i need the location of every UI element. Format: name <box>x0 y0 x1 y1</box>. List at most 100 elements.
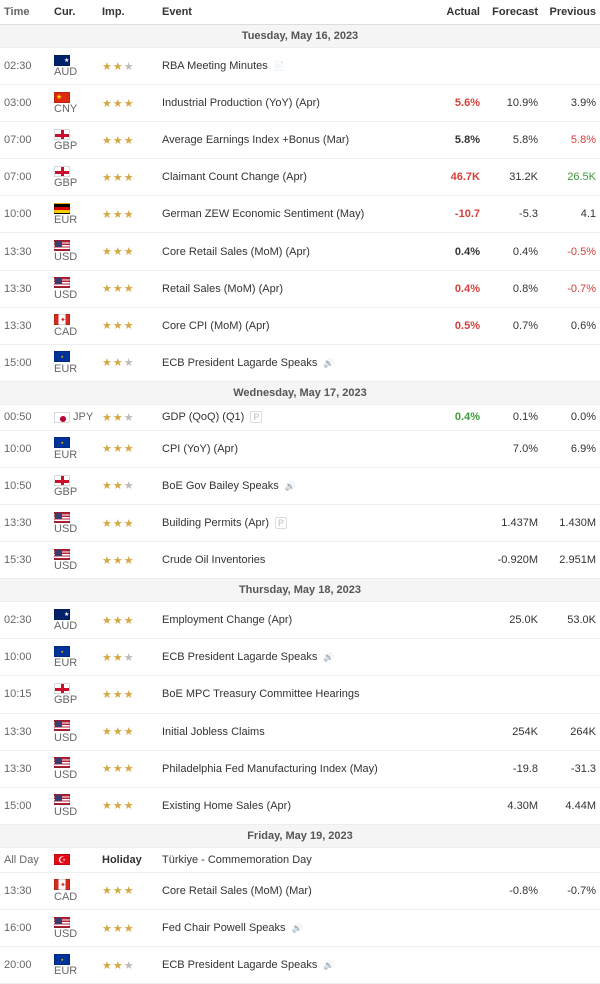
event-row[interactable]: 02:30AUD★★★RBA Meeting Minutes <box>0 48 600 85</box>
event-name: ECB President Lagarde Speaks <box>158 344 426 381</box>
event-currency: EUR <box>50 639 98 676</box>
event-row[interactable]: 02:30AUD★★★Employment Change (Apr)25.0K5… <box>0 602 600 639</box>
event-name: Retail Sales (MoM) (Apr) <box>158 270 426 307</box>
importance-stars: ★★★ <box>102 135 135 147</box>
speaker-icon <box>285 480 297 492</box>
event-importance: ★★★ <box>98 787 158 824</box>
event-row[interactable]: 15:30USD★★★Crude Oil Inventories-0.920M2… <box>0 542 600 579</box>
prelim-icon <box>250 411 262 423</box>
event-row[interactable]: 10:15GBP★★★BoE MPC Treasury Committee He… <box>0 676 600 713</box>
event-name: GDP (QoQ) (Q1) <box>158 404 426 430</box>
header-previous[interactable]: Previous <box>542 0 600 25</box>
event-row[interactable]: 07:00GBP★★★Average Earnings Index +Bonus… <box>0 122 600 159</box>
flag-icon <box>54 683 70 694</box>
event-time: 10:00 <box>0 196 50 233</box>
flag-icon <box>54 794 70 805</box>
event-row[interactable]: 20:00EUR★★★ECB President Lagarde Speaks <box>0 947 600 984</box>
currency-code: EUR <box>54 363 77 375</box>
event-row[interactable]: 00:50JPY★★★GDP (QoQ) (Q1) 0.4%0.1%0.0% <box>0 404 600 430</box>
header-imp[interactable]: Imp. <box>98 0 158 25</box>
day-header-row: Wednesday, May 17, 2023 <box>0 381 600 404</box>
event-previous <box>542 947 600 984</box>
header-actual[interactable]: Actual <box>426 0 484 25</box>
event-currency: GBP <box>50 159 98 196</box>
event-row[interactable]: 03:00CNY★★★Industrial Production (YoY) (… <box>0 85 600 122</box>
flag-icon <box>54 351 70 362</box>
event-name: Fed Chair Powell Speaks <box>158 909 426 946</box>
flag-icon <box>54 854 70 865</box>
event-actual: 5.8% <box>426 122 484 159</box>
event-row[interactable]: 10:00EUR★★★ECB President Lagarde Speaks <box>0 639 600 676</box>
importance-stars: ★★★ <box>102 357 135 369</box>
event-importance: ★★★ <box>98 196 158 233</box>
event-previous <box>542 847 600 872</box>
event-row[interactable]: 13:30CAD★★★Core Retail Sales (MoM) (Mar)… <box>0 872 600 909</box>
event-previous: 5.8% <box>542 122 600 159</box>
event-actual <box>426 872 484 909</box>
day-header-label: Friday, May 19, 2023 <box>0 824 600 847</box>
event-currency: USD <box>50 750 98 787</box>
event-previous: -31.3 <box>542 750 600 787</box>
event-actual <box>426 639 484 676</box>
importance-stars: ★★★ <box>102 209 135 221</box>
flag-icon <box>54 757 70 768</box>
event-forecast: 254K <box>484 713 542 750</box>
event-time: 10:15 <box>0 676 50 713</box>
event-row[interactable]: 10:50GBP★★★BoE Gov Bailey Speaks <box>0 467 600 504</box>
event-previous: 0.0% <box>542 404 600 430</box>
event-forecast <box>484 676 542 713</box>
event-row[interactable]: All DayHolidayTürkiye - Commemoration Da… <box>0 847 600 872</box>
event-time: 10:50 <box>0 467 50 504</box>
event-importance: ★★★ <box>98 233 158 270</box>
event-previous: 264K <box>542 713 600 750</box>
economic-calendar-table: Time Cur. Imp. Event Actual Forecast Pre… <box>0 0 600 984</box>
event-time: 03:00 <box>0 85 50 122</box>
flag-icon <box>54 646 70 657</box>
event-time: 10:00 <box>0 639 50 676</box>
event-importance: ★★★ <box>98 404 158 430</box>
event-actual <box>426 750 484 787</box>
event-forecast: 25.0K <box>484 602 542 639</box>
event-row[interactable]: 13:30USD★★★Philadelphia Fed Manufacturin… <box>0 750 600 787</box>
currency-code: USD <box>54 769 77 781</box>
event-row[interactable]: 15:00 EUR ★★★ ECB President Lagarde Speaks <box>0 344 600 381</box>
prelim-icon <box>275 517 287 529</box>
event-previous: 3.9% <box>542 85 600 122</box>
event-importance: ★★★ <box>98 467 158 504</box>
event-row[interactable]: 15:00USD★★★Existing Home Sales (Apr)4.30… <box>0 787 600 824</box>
event-actual <box>426 344 484 381</box>
event-row[interactable]: 10:00EUR★★★German ZEW Economic Sentiment… <box>0 196 600 233</box>
day-header-label: Wednesday, May 17, 2023 <box>0 381 600 404</box>
importance-stars: ★★★ <box>102 960 135 972</box>
event-previous: 4.1 <box>542 196 600 233</box>
event-row[interactable]: 13:30USD★★★Retail Sales (MoM) (Apr)0.4%0… <box>0 270 600 307</box>
header-time[interactable]: Time <box>0 0 50 25</box>
currency-code: USD <box>54 560 77 572</box>
header-forecast[interactable]: Forecast <box>484 0 542 25</box>
header-event[interactable]: Event <box>158 0 426 25</box>
event-row[interactable]: 13:30USD★★★Building Permits (Apr) 1.437M… <box>0 505 600 542</box>
event-forecast: -19.8 <box>484 750 542 787</box>
event-row[interactable]: 13:30USD★★★Core Retail Sales (MoM) (Apr)… <box>0 233 600 270</box>
event-row[interactable]: 16:00USD★★★Fed Chair Powell Speaks <box>0 909 600 946</box>
importance-stars: ★★★ <box>102 615 135 627</box>
flag-icon <box>54 475 70 486</box>
flag-icon <box>54 129 70 140</box>
event-time: 02:30 <box>0 48 50 85</box>
event-name: BoE Gov Bailey Speaks <box>158 467 426 504</box>
header-cur[interactable]: Cur. <box>50 0 98 25</box>
event-time: 10:00 <box>0 430 50 467</box>
event-importance: ★★★ <box>98 750 158 787</box>
event-time: 13:30 <box>0 505 50 542</box>
currency-code: CNY <box>54 103 77 115</box>
event-importance: ★★★ <box>98 542 158 579</box>
event-row[interactable]: 13:30USD★★★Initial Jobless Claims254K264… <box>0 713 600 750</box>
event-importance: ★★★ <box>98 344 158 381</box>
event-forecast <box>484 847 542 872</box>
event-row[interactable]: 10:00EUR★★★CPI (YoY) (Apr)7.0%6.9% <box>0 430 600 467</box>
event-time: 15:00 <box>0 344 50 381</box>
event-row[interactable]: 07:00GBP★★★Claimant Count Change (Apr)46… <box>0 159 600 196</box>
event-time: 15:30 <box>0 542 50 579</box>
event-actual <box>426 542 484 579</box>
event-row[interactable]: 13:30CAD★★★Core CPI (MoM) (Apr)0.5%0.7%0… <box>0 307 600 344</box>
